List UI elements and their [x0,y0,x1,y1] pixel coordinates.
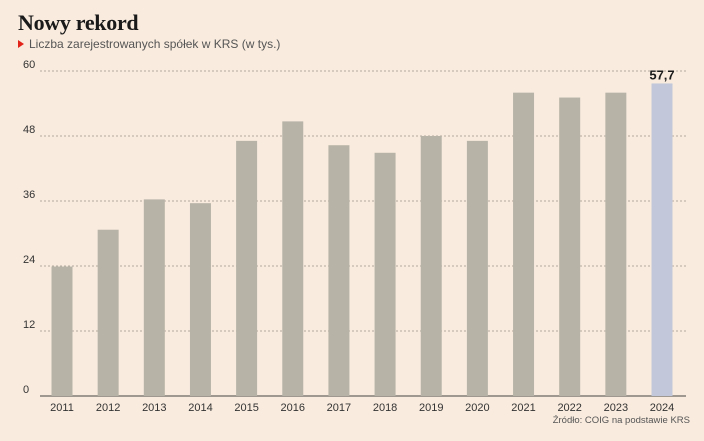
bar [559,97,581,397]
red-triangle-icon [18,40,24,48]
x-tick-label: 2016 [281,402,305,414]
bar [282,121,304,396]
bar [328,145,350,396]
bars [51,83,673,397]
bar [513,92,535,397]
data-labels: 57,7 [649,67,674,82]
x-tick-label: 2024 [650,402,674,414]
bar [466,140,488,396]
x-tick-label: 2013 [142,402,166,414]
y-tick-label: 0 [23,384,29,396]
x-tick-label: 2018 [373,402,397,414]
y-tick-label: 12 [23,319,35,331]
x-tick-label: 2011 [50,402,74,414]
y-tick-label: 36 [23,189,35,201]
y-axis-ticks: 0 12 24 36 48 60 [23,59,35,396]
x-tick-label: 2019 [419,402,443,414]
x-tick-label: 2017 [327,402,351,414]
bar [189,203,211,396]
data-label: 57,7 [649,67,674,82]
bar [605,92,627,397]
bar [97,229,119,396]
chart-subtitle: Liczba zarejestrowanych spółek w KRS (w … [18,37,280,51]
x-tick-label: 2012 [96,402,120,414]
chart-title: Nowy rekord [18,10,139,35]
y-tick-label: 60 [23,59,35,71]
x-tick-label: 2022 [557,402,581,414]
x-tick-label: 2014 [188,402,212,414]
bar [651,83,673,396]
bar [51,266,73,396]
x-tick-label: 2020 [465,402,489,414]
source-note: Źródło: COIG na podstawie KRS [552,415,690,426]
y-tick-label: 48 [23,124,35,136]
bar [420,136,442,396]
x-tick-label: 2023 [604,402,628,414]
x-tick-label: 2015 [234,402,258,414]
bar [374,152,396,396]
gridlines [40,70,686,397]
bar [236,140,258,396]
x-axis-ticks: 2011 2012 2013 2014 2015 2016 2017 2018 2019 2020… [50,402,674,414]
x-tick-label: 2021 [511,402,535,414]
y-tick-label: 24 [23,254,35,266]
subtitle-text: Liczba zarejestrowanych spółek w KRS (w … [29,37,281,51]
bar [143,199,165,396]
